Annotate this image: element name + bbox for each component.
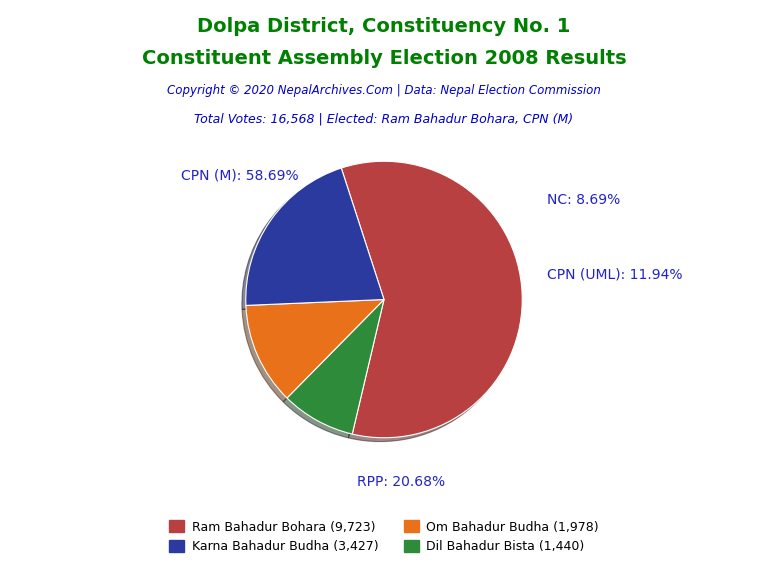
Wedge shape	[287, 300, 384, 434]
Text: Constituent Assembly Election 2008 Results: Constituent Assembly Election 2008 Resul…	[141, 49, 627, 68]
Text: RPP: 20.68%: RPP: 20.68%	[356, 475, 445, 489]
Text: NC: 8.69%: NC: 8.69%	[547, 193, 621, 207]
Text: Total Votes: 16,568 | Elected: Ram Bahadur Bohara, CPN (M): Total Votes: 16,568 | Elected: Ram Bahad…	[194, 112, 574, 126]
Text: CPN (UML): 11.94%: CPN (UML): 11.94%	[547, 268, 683, 282]
Text: Copyright © 2020 NepalArchives.Com | Data: Nepal Election Commission: Copyright © 2020 NepalArchives.Com | Dat…	[167, 84, 601, 97]
Wedge shape	[341, 161, 522, 438]
Text: Dolpa District, Constituency No. 1: Dolpa District, Constituency No. 1	[197, 17, 571, 36]
Legend: Ram Bahadur Bohara (9,723), Karna Bahadur Budha (3,427), Om Bahadur Budha (1,978: Ram Bahadur Bohara (9,723), Karna Bahadu…	[164, 516, 604, 558]
Wedge shape	[246, 168, 384, 305]
Wedge shape	[246, 300, 384, 398]
Text: CPN (M): 58.69%: CPN (M): 58.69%	[180, 168, 298, 182]
